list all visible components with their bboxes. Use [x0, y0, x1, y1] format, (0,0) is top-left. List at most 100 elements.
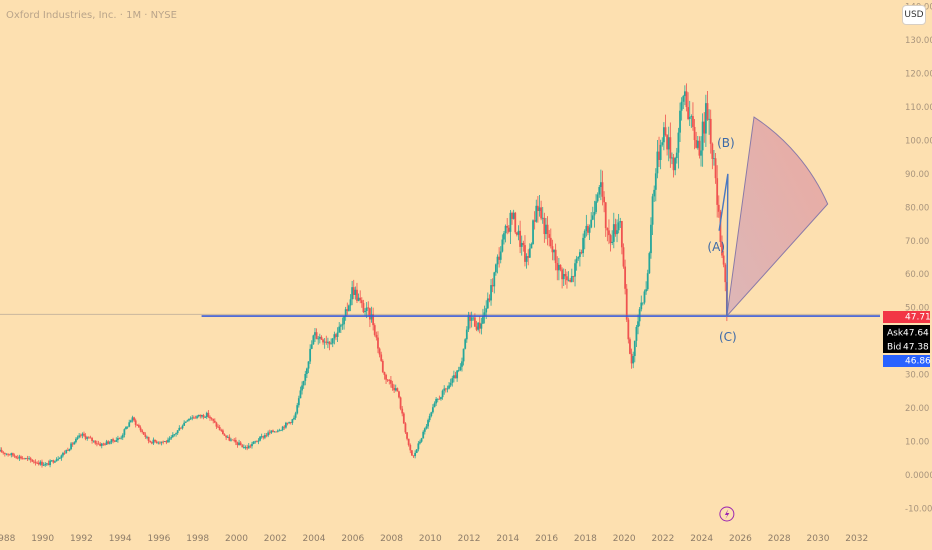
candle: [191, 415, 194, 421]
candle: [603, 191, 606, 213]
candle: [199, 414, 202, 419]
candle-body: [446, 388, 449, 390]
candle-body: [257, 440, 260, 442]
candle-body: [105, 441, 108, 445]
candle: [506, 217, 509, 235]
candle: [512, 209, 515, 220]
candle: [24, 457, 27, 460]
candle-body: [538, 207, 541, 211]
candle-body: [701, 121, 704, 151]
candle-body: [302, 380, 305, 386]
candle-body: [503, 233, 505, 240]
candle-body: [58, 458, 61, 459]
candle-body: [515, 232, 518, 235]
candle-body: [218, 426, 221, 431]
candle: [404, 422, 407, 435]
candle: [456, 369, 459, 382]
candle-body: [695, 140, 698, 148]
candle: [42, 462, 45, 466]
candle-body: [420, 438, 423, 442]
candle: [99, 442, 102, 447]
candle-body: [608, 230, 610, 236]
candle: [246, 444, 249, 451]
candle: [343, 315, 345, 330]
candle: [117, 435, 119, 443]
candle-body: [157, 442, 160, 444]
candle: [540, 200, 543, 221]
candle-body: [711, 143, 714, 159]
candle: [599, 169, 602, 201]
candle-body: [472, 317, 475, 319]
candle-body: [554, 249, 557, 264]
candle: [210, 417, 213, 421]
candle-body: [506, 225, 509, 228]
candle-body: [97, 443, 100, 445]
candle: [68, 448, 71, 452]
candle-body: [700, 150, 702, 156]
candle-body: [527, 256, 530, 258]
candle: [184, 421, 187, 424]
candle-body: [656, 151, 659, 174]
candle: [110, 439, 113, 445]
ask-price-tag-value: 47.64: [903, 329, 929, 339]
candle-body: [26, 458, 29, 459]
candle: [259, 435, 261, 442]
candle: [386, 379, 389, 383]
candle-body: [147, 436, 150, 441]
candle-body: [585, 225, 588, 231]
y-tick-label: 20.00: [905, 404, 929, 414]
candle: [692, 102, 694, 131]
candle-body: [614, 224, 617, 235]
candle: [273, 431, 276, 433]
price-axis[interactable]: -10.000.000010.0020.0030.0040.0050.0060.…: [905, 3, 932, 515]
candle: [327, 337, 329, 349]
candle: [293, 415, 295, 421]
y-tick-label: 80.00: [905, 203, 929, 213]
candle: [614, 218, 617, 237]
candle: [590, 212, 593, 229]
candle-body: [394, 388, 397, 391]
candle: [475, 320, 478, 332]
candle: [378, 347, 381, 358]
candle: [62, 451, 64, 458]
candle-body: [213, 420, 216, 423]
candle-body: [31, 459, 34, 462]
candle: [646, 269, 649, 291]
candle: [188, 418, 190, 422]
candle-body: [493, 272, 496, 287]
lightning-icon[interactable]: [719, 506, 735, 522]
candle-body: [55, 459, 58, 462]
candle-body: [630, 353, 633, 364]
drawing-overlay[interactable]: (B) (A) (C): [201, 116, 880, 522]
candle: [483, 305, 486, 324]
time-axis[interactable]: 1988 1990 1992 1994 1996 1998 2000 2002 2004 2006…: [0, 534, 868, 544]
candle-body: [63, 452, 66, 454]
candle: [532, 219, 534, 245]
candle: [291, 418, 294, 425]
candle-body: [238, 442, 240, 446]
candle-body: [265, 435, 268, 436]
candle: [314, 327, 316, 342]
candle: [294, 411, 297, 420]
candle-body: [415, 449, 418, 453]
x-tick-label: 2010: [419, 534, 442, 544]
candle-body: [278, 430, 281, 432]
low-price-tag-value: 46.86: [905, 357, 931, 367]
candle-body: [480, 323, 483, 329]
candle-body: [39, 461, 42, 465]
currency-button[interactable]: USD: [902, 5, 926, 25]
candle-body: [692, 116, 694, 127]
candle-body: [365, 307, 368, 312]
candle-body: [682, 96, 685, 102]
candle-body: [288, 422, 291, 423]
candle: [393, 384, 396, 393]
candle: [107, 440, 110, 445]
candle: [217, 424, 219, 428]
candle-body: [664, 127, 667, 136]
candle-body: [562, 274, 565, 280]
candle: [212, 418, 215, 424]
candle-body: [327, 341, 329, 343]
candle-body: [577, 257, 580, 259]
candle: [8, 453, 11, 456]
